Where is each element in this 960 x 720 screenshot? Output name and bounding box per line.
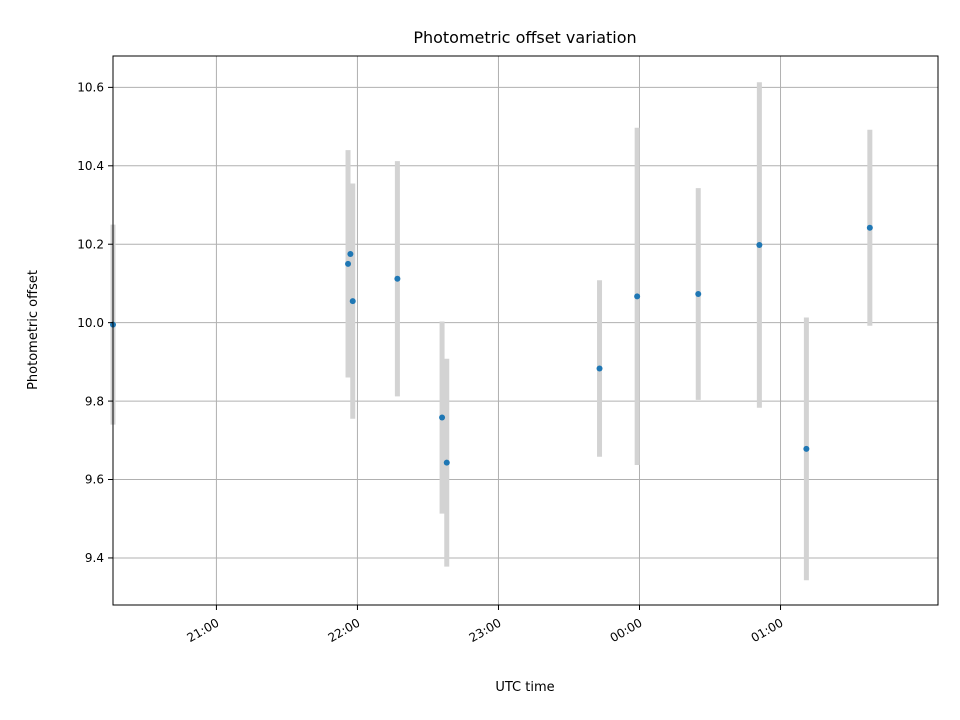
y-tick-label: 9.4 (85, 551, 104, 565)
y-tick-label: 10.2 (77, 237, 104, 251)
data-point (866, 224, 873, 231)
data-point (394, 275, 401, 282)
plot-area (113, 56, 938, 605)
x-axis-label: UTC time (495, 680, 554, 695)
data-point (596, 365, 603, 372)
y-tick-label: 10.0 (77, 316, 104, 330)
axes-frame (112, 55, 939, 606)
y-tick-label: 10.6 (77, 81, 104, 95)
data-point (695, 291, 702, 298)
data-point (443, 459, 450, 466)
data-point (345, 260, 352, 267)
chart-title: Photometric offset variation (413, 28, 636, 47)
y-tick-label: 9.8 (85, 394, 104, 408)
data-point (349, 298, 356, 305)
data-points (110, 224, 873, 466)
grid (113, 56, 938, 605)
y-axis-ticks: 9.4 9.6 9.8 10.0 10.2 10.4 10.6 (77, 81, 113, 565)
data-point (634, 293, 641, 300)
data-point (439, 414, 446, 421)
data-point (347, 251, 354, 258)
data-point (803, 445, 810, 452)
y-tick-label: 9.6 (85, 473, 104, 487)
data-point (756, 242, 763, 249)
y-tick-label: 10.4 (77, 159, 104, 173)
y-axis-label: Photometric offset (26, 270, 41, 390)
